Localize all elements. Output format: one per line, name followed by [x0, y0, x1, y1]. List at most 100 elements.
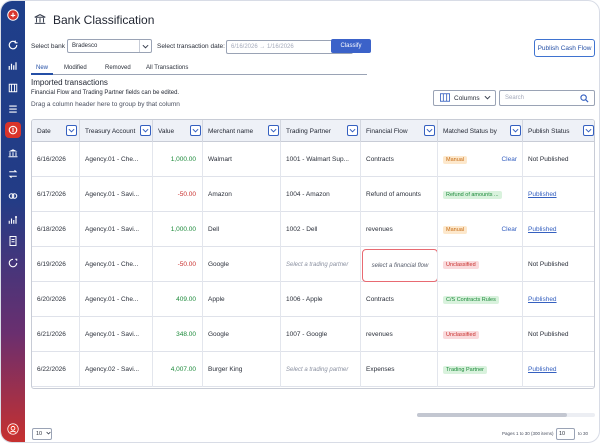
- cell-trading-partner[interactable]: 1004 - Amazon: [280, 177, 361, 212]
- cell-trading-partner[interactable]: 1001 - Walmart Sup...: [280, 142, 361, 177]
- classification-icon[interactable]: [5, 122, 21, 138]
- publish-status-text: Not Published: [528, 156, 569, 163]
- cell-matched-status: Refund of amounts ...: [437, 177, 523, 212]
- search-input[interactable]: Search: [499, 90, 595, 106]
- horizontal-scrollbar[interactable]: [417, 412, 595, 418]
- page-number-input[interactable]: 10: [556, 428, 575, 440]
- column-filter-icon[interactable]: [510, 125, 521, 136]
- chevron-down-icon[interactable]: [139, 40, 151, 52]
- cell-treasury-account: Agency.01 - Che...: [79, 142, 153, 177]
- select-date-label: Select transaction date:: [157, 43, 225, 50]
- cell-trading-partner[interactable]: 1007 - Google: [280, 317, 361, 352]
- column-filter-icon[interactable]: [347, 125, 358, 136]
- table-row[interactable]: 6/18/2026 Agency.01 - Savi... 1,000.00 Dell…: [32, 212, 594, 247]
- cell-financial-flow[interactable]: Contracts: [360, 142, 438, 177]
- cell-date: 6/18/2026: [37, 226, 66, 233]
- search-icon[interactable]: [580, 94, 589, 105]
- table-row[interactable]: 6/16/2026 Agency.01 - Che... 1,000.00 Walma…: [32, 142, 594, 177]
- page-size-select[interactable]: 10: [32, 428, 52, 440]
- columns-icon: [440, 92, 450, 104]
- chart-icon[interactable]: [5, 58, 21, 74]
- column-filter-icon[interactable]: [140, 125, 151, 136]
- user-badge-icon[interactable]: [5, 421, 21, 437]
- cell-financial-flow[interactable]: Expenses: [360, 352, 438, 387]
- cell-publish-status: Not Published: [522, 247, 594, 282]
- table-row[interactable]: 6/17/2026 Agency.01 - Savi... -50.00 Amazon…: [32, 177, 594, 212]
- refresh-icon[interactable]: [5, 37, 21, 53]
- column-filter-icon[interactable]: [268, 125, 279, 136]
- publish-cash-flow-button[interactable]: Publish Cash Flow: [534, 39, 595, 57]
- cell-financial-flow[interactable]: select a financial flow: [360, 247, 438, 282]
- bank-select-value: Bradesco: [72, 43, 98, 49]
- cell-value: 1,000.00: [152, 212, 203, 247]
- cell-date: 6/19/2026: [37, 261, 66, 268]
- column-filter-icon[interactable]: [66, 125, 77, 136]
- publish-status-text: Not Published: [528, 331, 569, 338]
- table-row[interactable]: 6/21/2026 Agency.01 - Savi... 348.00 Google…: [32, 317, 594, 352]
- transaction-tabs: New Modified Removed All Transactions: [31, 63, 367, 75]
- cell-trading-partner[interactable]: 1006 - Apple: [280, 282, 361, 317]
- cell-financial-flow[interactable]: Refund of amounts: [360, 177, 438, 212]
- table-row[interactable]: 6/20/2026 Agency.01 - Che... 409.00 Apple 10…: [32, 282, 594, 317]
- table-row[interactable]: 6/19/2026 Agency.01 - Che... -50.00 Google S…: [32, 247, 594, 282]
- classify-button[interactable]: Classify: [331, 39, 371, 53]
- column-filter-icon[interactable]: [190, 125, 201, 136]
- cell-merchant-name: Google: [202, 247, 281, 282]
- published-link[interactable]: Published: [528, 296, 557, 303]
- spinner-icon[interactable]: [5, 255, 21, 271]
- table-row[interactable]: 6/22/2026 Agency.02 - Savi... 4,007.00 Burg…: [32, 352, 594, 387]
- tab-modified[interactable]: Modified: [64, 65, 87, 71]
- columns-button[interactable]: Columns: [433, 90, 496, 106]
- column-header-matched-status[interactable]: Matched Status by: [437, 120, 523, 142]
- link-icon[interactable]: [5, 188, 21, 204]
- bank-icon[interactable]: [5, 145, 21, 161]
- cell-financial-flow[interactable]: Contracts: [360, 282, 438, 317]
- app-logo-icon[interactable]: [5, 7, 21, 23]
- column-header-financial-flow[interactable]: Financial Flow: [360, 120, 438, 142]
- cell-publish-status[interactable]: Published: [522, 212, 594, 247]
- tab-new[interactable]: New: [36, 65, 49, 71]
- list-icon[interactable]: [5, 101, 21, 117]
- cell-trading-partner[interactable]: Select a trading partner: [280, 247, 361, 282]
- cell-publish-status[interactable]: Published: [522, 282, 594, 317]
- column-header-trading-partner[interactable]: Trading Partner: [280, 120, 361, 142]
- column-header-merchant-name[interactable]: Merchant name: [202, 120, 281, 142]
- page-header: Bank Classification: [33, 11, 154, 29]
- bank-building-icon: [33, 12, 47, 28]
- column-filter-icon[interactable]: [424, 125, 435, 136]
- tab-removed[interactable]: Removed: [105, 65, 131, 71]
- clear-link[interactable]: Clear: [501, 156, 517, 163]
- column-filter-icon[interactable]: [583, 125, 594, 136]
- grid-header: Date Treasury Account Value Merchant nam…: [32, 120, 594, 142]
- published-link[interactable]: Published: [528, 191, 557, 198]
- financial-flow-editor[interactable]: select a financial flow: [362, 249, 438, 282]
- cell-publish-status[interactable]: Published: [522, 352, 594, 387]
- status-badge: C/S Contracts Rules: [443, 295, 499, 304]
- cell-trading-partner[interactable]: Select a trading partner: [280, 352, 361, 387]
- scrollbar-thumb[interactable]: [417, 413, 567, 417]
- cell-date: 6/17/2026: [37, 191, 66, 198]
- cell-publish-status[interactable]: Published: [522, 177, 594, 212]
- columns-icon[interactable]: [5, 80, 21, 96]
- clear-link[interactable]: Clear: [501, 226, 517, 233]
- cell-trading-partner[interactable]: 1002 - Dell: [280, 212, 361, 247]
- checklist-icon[interactable]: [5, 233, 21, 249]
- bank-select[interactable]: Bradesco: [67, 39, 152, 53]
- transfer-icon[interactable]: [5, 166, 21, 182]
- tab-all-transactions[interactable]: All Transactions: [146, 65, 189, 71]
- column-header-date[interactable]: Date: [32, 120, 80, 142]
- column-header-treasury-account[interactable]: Treasury Account: [79, 120, 153, 142]
- report-icon[interactable]: [5, 212, 21, 228]
- cell-date: 6/21/2026: [37, 331, 66, 338]
- cell-merchant-name: Dell: [202, 212, 281, 247]
- published-link[interactable]: Published: [528, 226, 557, 233]
- cell-financial-flow[interactable]: revenues: [360, 212, 438, 247]
- cell-value: -50.00: [152, 177, 203, 212]
- column-header-publish-status[interactable]: Publish Status: [522, 120, 594, 142]
- cell-financial-flow[interactable]: revenues: [360, 317, 438, 352]
- publish-status-text: Not Published: [528, 261, 569, 268]
- column-header-value[interactable]: Value: [152, 120, 203, 142]
- published-link[interactable]: Published: [528, 366, 557, 373]
- cell-merchant-name: Apple: [202, 282, 281, 317]
